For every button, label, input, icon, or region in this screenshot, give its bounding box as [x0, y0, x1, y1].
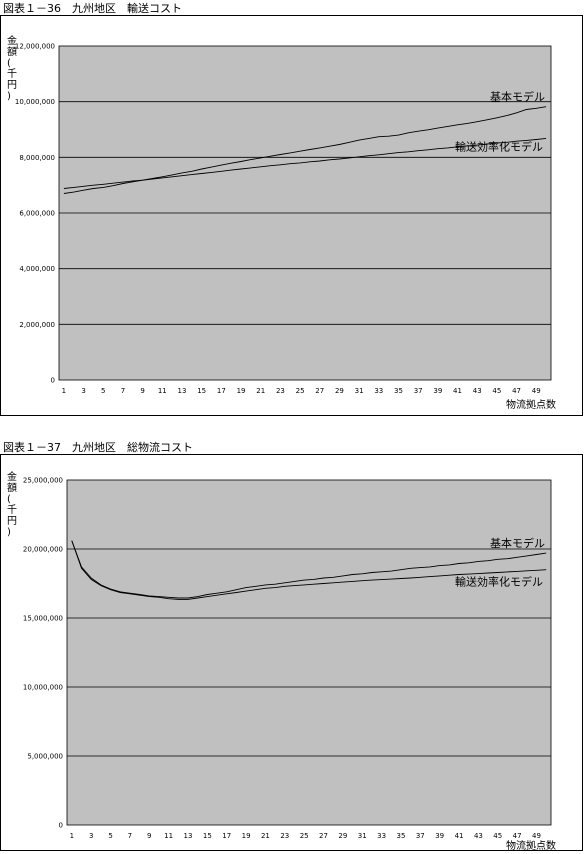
x-tick-label: 15 [197, 387, 206, 395]
series-line [63, 137, 547, 189]
chart-37: 0 5,000,000 10,000,000 15,000,000 20,000,000… [7, 470, 556, 852]
x-tick-label: 47 [513, 832, 522, 840]
x-tick-label: 3 [81, 387, 85, 395]
y-tick-label: 25,000,000 [23, 477, 63, 485]
x-tick-label: 5 [108, 832, 112, 840]
x-tick-label: 27 [319, 832, 328, 840]
y-axis-label: 金額(千円) [7, 470, 17, 538]
x-tick-label: 17 [222, 832, 231, 840]
x-tick-label: 19 [237, 387, 246, 395]
x-tick-label: 11 [158, 387, 167, 395]
x-tick-label: 19 [242, 832, 251, 840]
x-tick-label: 33 [374, 387, 383, 395]
series-label: 輸送効率化モデル [455, 139, 543, 153]
x-tick-label: 17 [217, 387, 226, 395]
x-tick-label: 37 [414, 387, 423, 395]
y-tick-label: 12,000,000 [15, 43, 55, 51]
x-tick-label: 9 [147, 832, 151, 840]
x-tick-label: 15 [203, 832, 212, 840]
x-tick-label: 31 [355, 387, 364, 395]
x-tick-label: 49 [532, 832, 541, 840]
chart-panel-37: 0 5,000,000 10,000,000 15,000,000 20,000,000… [0, 454, 583, 852]
chart-36: 0 2,000,000 4,000,000 6,000,000 8,000,000 10,… [7, 34, 556, 411]
x-tick-label: 25 [300, 832, 309, 840]
x-axis-label: 物流拠点数 [506, 398, 556, 411]
x-tick-label: 43 [474, 832, 483, 840]
x-tick-label: 27 [315, 387, 324, 395]
y-tick-label: 2,000,000 [19, 321, 55, 329]
x-tick-label: 41 [453, 387, 462, 395]
y-tick-label: 8,000,000 [19, 154, 55, 162]
series-line [71, 540, 547, 600]
series-line [71, 540, 547, 599]
x-tick-label: 23 [280, 832, 289, 840]
y-tick-label: 0 [51, 377, 55, 385]
series-label: 基本モデル [490, 536, 545, 550]
x-tick-label: 9 [140, 387, 144, 395]
x-tick-label: 5 [101, 387, 105, 395]
y-tick-label: 6,000,000 [19, 210, 55, 218]
y-tick-label: 5,000,000 [27, 753, 63, 761]
x-tick-label: 39 [433, 387, 442, 395]
x-tick-label: 39 [435, 832, 444, 840]
chart-panel-36: 0 2,000,000 4,000,000 6,000,000 8,000,000 10,… [0, 15, 583, 416]
series-label: 基本モデル [490, 90, 545, 104]
y-axis-label: 金額(千円) [7, 34, 17, 102]
y-tick-label: 15,000,000 [23, 615, 63, 623]
x-tick-label: 21 [261, 832, 270, 840]
plot-area [66, 479, 552, 826]
x-tick-label: 1 [62, 387, 66, 395]
x-tick-label: 47 [512, 387, 521, 395]
x-tick-label: 23 [276, 387, 285, 395]
x-tick-label: 13 [178, 387, 187, 395]
x-tick-label: 31 [358, 832, 367, 840]
x-tick-label: 29 [335, 387, 344, 395]
y-tick-label: 0 [59, 822, 63, 830]
x-tick-label: 13 [184, 832, 193, 840]
x-tick-label: 29 [338, 832, 347, 840]
x-tick-label: 21 [256, 387, 265, 395]
figure-title-37: 図表１－37 九州地区 総物流コスト [3, 441, 193, 454]
x-tick-label: 35 [396, 832, 405, 840]
x-tick-label: 41 [455, 832, 464, 840]
x-tick-label: 3 [89, 832, 93, 840]
x-tick-label: 49 [532, 387, 541, 395]
x-tick-label: 25 [296, 387, 305, 395]
x-tick-label: 1 [70, 832, 74, 840]
figure-title-36: 図表１－36 九州地区 輸送コスト [3, 2, 182, 15]
y-tick-label: 20,000,000 [23, 546, 63, 554]
x-tick-label: 11 [164, 832, 173, 840]
x-tick-label: 43 [473, 387, 482, 395]
x-tick-label: 37 [416, 832, 425, 840]
x-tick-label: 7 [121, 387, 125, 395]
x-axis-label: 物流拠点数 [506, 839, 556, 850]
x-tick-label: 45 [493, 832, 502, 840]
x-tick-label: 35 [394, 387, 403, 395]
y-tick-label: 10,000,000 [15, 98, 55, 106]
x-tick-label: 45 [492, 387, 501, 395]
y-tick-label: 4,000,000 [19, 265, 55, 273]
x-tick-label: 33 [377, 832, 386, 840]
y-tick-label: 10,000,000 [23, 684, 63, 692]
x-tick-label: 7 [128, 832, 132, 840]
series-label: 輸送効率化モデル [455, 575, 543, 589]
